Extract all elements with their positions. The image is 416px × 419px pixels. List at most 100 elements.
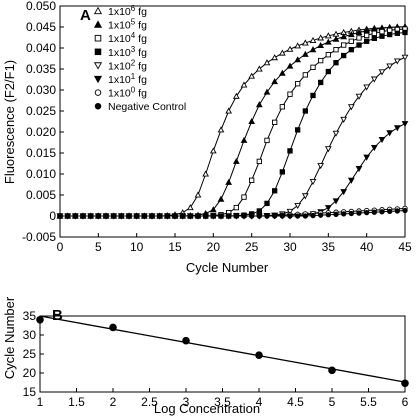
panel-a-data-point [194,191,202,198]
panel-a-data-point [287,213,293,219]
legend-entry: 1x101 fg [93,72,147,86]
panel-a-data-point [325,68,331,75]
panel-a-x-axis-title: Cycle Number [186,260,269,275]
panel-a-data-point [318,57,324,64]
legend-label-exponent: 3 [131,45,136,54]
panel-a-y-tick-label: 0.020 [26,125,56,139]
panel-b-data-point [109,323,117,332]
panel-b-x-tick-label: 5.5 [360,395,377,409]
panel-a-data-point [310,212,316,219]
panel-b-data-point [328,366,336,375]
legend-label-base: 1x10 [108,74,131,86]
panel-b-x-tick-label: 4.5 [287,395,304,409]
panel-a-data-point [340,116,348,123]
panel-a-data-point [363,154,371,161]
panel-a-data-point [318,79,324,86]
panel-a-data-point [364,32,370,39]
panel-a-data-point [355,166,363,173]
panel-a-data-point [347,177,355,184]
panel-a-series [56,23,409,220]
panel-a-data-point [371,30,377,36]
panel-b-x-tick-label: 5 [329,395,336,409]
panel-b-label: B [52,307,63,324]
legend-label-unit: fg [135,20,147,32]
panel-a-data-point [317,41,325,49]
panel-b-y-axis-title: Cycle Number [2,296,17,379]
panel-a-data-point [340,189,348,196]
panel-b-x-axis-title: Log Concentration [154,401,260,416]
panel-a-data-point [294,42,302,49]
panel-a-data-point [80,213,86,219]
panel-a-data-point [325,212,331,218]
panel-a-data-point [255,65,263,72]
panel-a-data-point [348,47,354,53]
legend-marker [93,75,103,84]
panel-a-data-point [180,213,186,219]
panel-a-data-point [118,213,124,219]
panel-a-data-point [286,45,294,52]
panel-a-data-point [332,35,340,42]
panel-b-y-tick-label: 20 [23,366,37,380]
legend-label-unit: fg [135,60,147,72]
panel-a-data-point [347,104,355,111]
panel-a-data-point [393,125,401,132]
panel-a-data-point [356,35,362,41]
panel-a-data-point [157,213,163,219]
panel-b-y-tick-label: 25 [23,347,37,361]
legend-marker [94,34,102,42]
panel-b-data-point [182,336,190,345]
panel-b-x-tick-label: 6 [402,395,409,409]
panel-a-data-point [217,126,225,133]
panel-a-data-point [264,213,270,219]
legend-label-unit: fg [135,33,147,45]
panel-a-data-point [203,213,209,219]
legend-label-exponent: 0 [131,86,136,95]
panel-a-data-point [401,121,409,128]
panel-a-data-point [341,42,347,48]
panel-a-data-point [348,38,354,44]
panel-a-data-point [264,137,270,144]
legend-entry: 1x106 fg [93,4,147,18]
panel-a-y-tick-label: 0 [49,209,56,223]
panel-a-data-point [249,213,255,219]
panel-a-data-point [233,204,239,211]
panel-a-data-point [332,130,340,137]
panel-a-y-tick-label: 0.040 [26,41,56,55]
panel-a-series-7 [57,207,408,219]
panel-a-data-point [111,213,117,219]
panel-a-data-point [318,212,324,218]
panel-a-data-point [209,206,217,213]
panel-a-data-point [264,200,270,207]
panel-a-data-point [240,136,248,143]
panel-a-data-point [233,213,239,219]
legend-label-base: 1x10 [108,60,131,72]
panel-a-data-point [226,213,232,219]
panel-a-data-point [218,213,224,219]
panel-a-data-point [263,59,271,66]
panel-a-data-point [57,213,63,219]
panel-b-x-tick-label: 4 [256,395,263,409]
legend-label-base: 1x10 [108,33,131,45]
legend-marker [94,102,102,110]
panel-b-x-tick-label: 2.5 [141,395,158,409]
panel-a-series-line [60,210,406,217]
legend-label: 1x102 fg [108,58,147,72]
panel-b-data-point [255,351,263,359]
panel-a-data-point [379,209,385,215]
panel-a-data-point [255,101,263,108]
panel-a-x-tick-label: 40 [360,240,374,254]
panel-a-x-tick-label: 15 [168,240,182,254]
panel-a-data-point [279,104,285,110]
panel-a-data-point [371,209,377,215]
panel-a-data-point [95,213,101,219]
panel-a-data-point [394,208,400,214]
panel-a-data-point [263,88,271,95]
panel-a-data-point [310,64,316,70]
panel-a-data-point [287,148,293,154]
legend-label-base: 1x10 [108,20,131,32]
legend-marker [93,6,103,15]
panel-b-plot-frame [39,315,406,393]
panel-b-y-tick-label: 15 [23,385,37,399]
panel-a-data-point [379,33,385,39]
panel-a-data-point [356,42,362,48]
